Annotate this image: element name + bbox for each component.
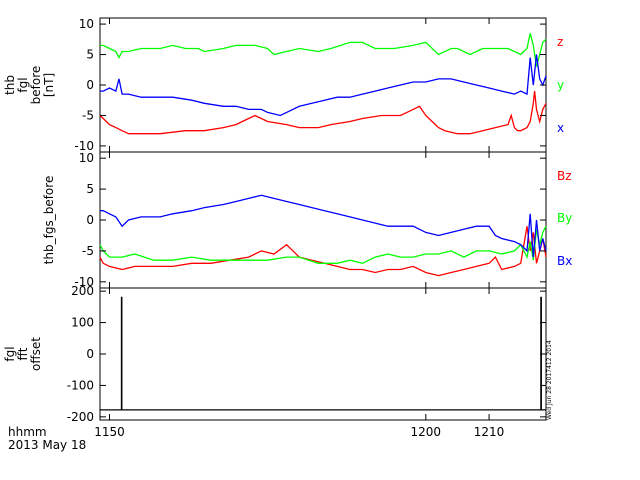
series-line-z <box>99 91 547 135</box>
legend-x: x <box>557 121 564 135</box>
panel-frame <box>99 287 547 421</box>
y-ticks: 10 5 0 -5 -10 <box>74 17 546 153</box>
series-line-bx <box>100 194 547 258</box>
panel-fgl-before: 10 5 0 -5 -10 thb fgl before [nT] z y x <box>3 17 564 153</box>
ylabel-line-1: thb <box>3 75 17 95</box>
legend-y: y <box>557 78 564 92</box>
legend-by: By <box>557 211 572 225</box>
y-tick-label: -10 <box>74 139 94 153</box>
y-tick-label: 10 <box>79 151 94 165</box>
x-tick-label: 1200 <box>411 425 442 439</box>
y-tick-label: 100 <box>71 316 94 330</box>
y-tick-label: -200 <box>67 410 94 424</box>
ylabel-line-3: offset <box>29 337 43 371</box>
panel-frame <box>99 151 547 289</box>
y-tick-label: 0 <box>86 347 94 361</box>
ylabel-line-2: fgl <box>16 77 30 92</box>
series-layer <box>100 296 546 411</box>
y-tick-label: 10 <box>79 17 94 31</box>
series-line-y <box>100 33 547 67</box>
panel-fgs-before: 10 5 0 -5 -10 thb_fgs_before Bz By Bx <box>42 151 572 289</box>
y-tick-label: -10 <box>74 275 94 289</box>
x-axis-label: hhmm <box>8 425 47 439</box>
series-line-offset <box>100 296 546 411</box>
y-tick-label: 0 <box>86 213 94 227</box>
ylabel-line-2: fft <box>16 347 30 360</box>
creation-timestamp: Wed Jun 28 2017412 2014 <box>546 340 553 420</box>
legend-z: z <box>557 35 563 49</box>
y-tick-label: 5 <box>86 48 94 62</box>
y-tick-label: 200 <box>71 284 94 298</box>
series-line-by <box>99 225 547 264</box>
series-layer <box>99 33 547 135</box>
y-tick-label: 0 <box>86 78 94 92</box>
x-tick-label: 1150 <box>94 425 125 439</box>
legend-bz: Bz <box>557 169 572 183</box>
ylabel-line-3: before <box>29 66 43 105</box>
series-line-bz <box>99 226 547 277</box>
y-ticks: 10 5 0 -5 -10 <box>74 151 546 289</box>
series-layer <box>99 194 547 277</box>
legend-bx: Bx <box>557 254 572 268</box>
ylabel-line-1: thb_fgs_before <box>42 176 56 265</box>
y-tick-label: -100 <box>67 378 94 392</box>
panel-fft-offset: 200 100 0 -100 -200 fgl fft offset <box>3 284 547 424</box>
x-axis-date: 2013 May 18 <box>8 438 86 452</box>
y-tick-label: -5 <box>82 244 94 258</box>
y-tick-label: -5 <box>82 108 94 122</box>
x-tick-label: 1210 <box>474 425 505 439</box>
series-line-x <box>100 54 547 117</box>
x-axis: 1150 1200 1210 <box>94 18 504 439</box>
ylabel-line-1: fgl <box>3 346 17 361</box>
ylabel-line-4: [nT] <box>42 73 56 97</box>
y-ticks: 200 100 0 -100 -200 <box>67 284 546 424</box>
y-tick-label: 5 <box>86 182 94 196</box>
